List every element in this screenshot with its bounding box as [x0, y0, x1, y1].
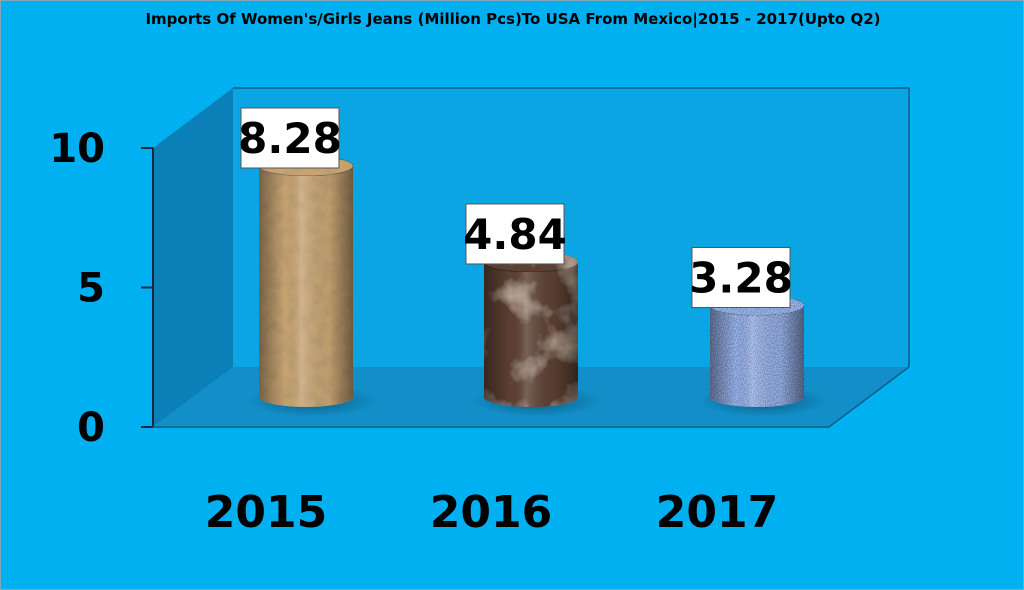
bar-2016: [472, 251, 602, 417]
data-label-box: [691, 246, 791, 308]
data-labels: 8.28 4.84 3.28: [238, 107, 793, 308]
bar-shading: [259, 165, 353, 407]
data-label-text: 4.84: [463, 210, 567, 259]
chart-title: Imports Of Women's/Girls Jeans (Million …: [145, 10, 880, 29]
data-label-box: [240, 107, 340, 169]
bars: [247, 155, 828, 417]
x-tick-label: 2016: [430, 487, 552, 538]
data-label-box: [465, 203, 565, 265]
x-tick-label: 2017: [656, 487, 778, 538]
data-label: 4.84: [463, 203, 567, 265]
data-label-text: 8.28: [238, 114, 342, 163]
wall-edge: [233, 87, 910, 367]
y-tick-label: 0: [77, 405, 105, 451]
floor-edge: [153, 366, 910, 428]
y-axis: 0 5 10: [49, 126, 153, 451]
data-label-text: 3.28: [689, 253, 793, 302]
bar-shading: [484, 261, 578, 407]
y-tick-label: 10: [49, 126, 105, 172]
side-wall: [153, 88, 233, 427]
y-tick-label: 5: [77, 266, 105, 312]
data-label: 3.28: [689, 246, 793, 308]
data-label: 8.28: [238, 107, 342, 169]
x-tick-label: 2015: [205, 487, 327, 538]
x-axis: 2015 2016 2017: [205, 487, 778, 538]
bar-shading: [710, 305, 804, 407]
